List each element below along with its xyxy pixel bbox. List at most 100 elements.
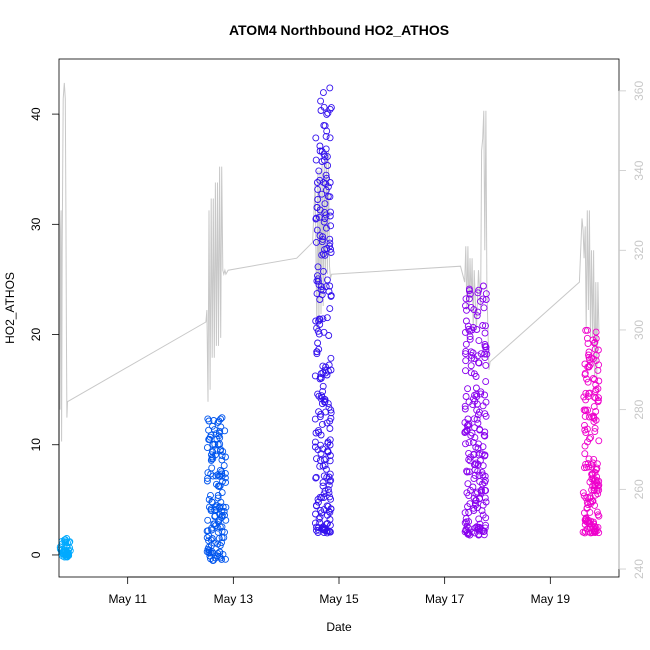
data-point-flight-4 <box>479 511 487 519</box>
data-point-flight-3 <box>324 486 332 494</box>
data-point-flight-3 <box>320 218 328 226</box>
data-point-flight-3 <box>323 419 331 427</box>
data-point-flight-5 <box>593 460 601 468</box>
data-point-flight-2 <box>215 417 223 425</box>
data-point-flight-4 <box>463 468 471 476</box>
data-point-flight-3 <box>323 276 331 284</box>
secondary-series-line-group <box>59 82 600 442</box>
data-point-flight-5 <box>591 338 599 346</box>
data-point-flight-5 <box>592 381 600 389</box>
data-point-flight-2 <box>216 466 224 474</box>
data-point-flight-1 <box>62 538 70 546</box>
data-point-flight-3 <box>326 425 334 432</box>
data-point-flight-5 <box>595 437 603 445</box>
x-tick-label: May 15 <box>319 592 359 606</box>
data-point-flight-3 <box>324 162 332 169</box>
left-tick-label: 0 <box>29 551 43 558</box>
data-point-flight-3 <box>322 145 330 153</box>
data-point-flight-4 <box>462 440 469 448</box>
data-point-flight-3 <box>314 446 322 454</box>
data-point-flight-2 <box>222 478 230 486</box>
data-point-flight-3 <box>313 290 321 298</box>
data-point-flight-3 <box>315 317 323 325</box>
data-point-flight-3 <box>312 510 319 518</box>
data-point-flight-5 <box>590 403 598 411</box>
data-point-flight-2 <box>218 452 226 460</box>
data-point-flight-3 <box>315 281 323 289</box>
data-point-flight-4 <box>464 385 472 393</box>
data-point-flight-2 <box>215 483 223 490</box>
data-point-flight-3 <box>327 354 335 362</box>
data-point-flight-5 <box>584 393 592 401</box>
data-point-flight-4 <box>464 530 472 538</box>
data-point-flight-3 <box>322 186 330 194</box>
data-point-flight-5 <box>584 438 591 446</box>
data-point-flight-4 <box>465 325 473 333</box>
data-point-flight-5 <box>589 374 597 382</box>
data-point-flight-5 <box>581 529 589 537</box>
data-point-flight-5 <box>584 460 592 468</box>
data-point-flight-4 <box>473 415 481 423</box>
data-point-flight-4 <box>465 439 473 447</box>
data-point-flight-2 <box>217 423 225 431</box>
data-point-flight-3 <box>322 369 330 377</box>
data-point-flight-2 <box>216 427 224 435</box>
data-point-flight-5 <box>593 508 601 516</box>
data-point-flight-2 <box>218 539 225 547</box>
data-point-flight-5 <box>583 334 591 342</box>
data-point-flight-4 <box>481 343 489 350</box>
data-point-flight-4 <box>482 322 489 330</box>
data-point-flight-3 <box>321 396 329 403</box>
data-point-flight-5 <box>588 475 596 483</box>
data-point-flight-3 <box>323 110 331 118</box>
data-point-flight-4 <box>461 519 469 527</box>
data-point-flight-4 <box>482 412 490 420</box>
data-point-flight-3 <box>311 415 319 423</box>
data-point-flight-3 <box>324 109 332 117</box>
data-point-flight-4 <box>462 340 470 348</box>
data-point-flight-3 <box>321 215 329 222</box>
data-point-flight-4 <box>479 443 487 451</box>
left-tick-label: 10 <box>29 438 43 452</box>
data-point-flight-4 <box>472 497 480 504</box>
data-point-flight-3 <box>327 292 335 300</box>
data-point-flight-4 <box>479 471 487 479</box>
data-point-flight-2 <box>207 491 214 499</box>
data-point-flight-3 <box>323 527 330 535</box>
data-point-flight-2 <box>218 456 226 464</box>
data-point-flight-4 <box>481 391 489 399</box>
data-point-flight-5 <box>589 412 597 420</box>
data-point-flight-2 <box>203 548 211 556</box>
data-point-flight-2 <box>214 494 222 502</box>
data-point-flight-2 <box>214 528 222 536</box>
data-point-flight-4 <box>461 509 469 517</box>
data-point-flight-3 <box>326 193 334 201</box>
data-point-flight-4 <box>470 450 478 458</box>
data-point-flight-5 <box>582 463 590 471</box>
data-point-flight-3 <box>326 105 334 113</box>
data-point-flight-3 <box>315 428 323 436</box>
data-point-flight-3 <box>322 132 330 140</box>
data-point-flight-5 <box>585 362 593 370</box>
data-point-flight-3 <box>319 445 327 453</box>
data-point-flight-3 <box>314 524 322 531</box>
data-point-flight-3 <box>318 291 326 299</box>
data-point-flight-2 <box>209 556 217 564</box>
data-point-flight-3 <box>326 508 334 516</box>
data-point-flight-3 <box>326 436 334 444</box>
data-point-flight-3 <box>319 362 327 370</box>
chart-title: ATOM4 Northbound HO2_ATHOS <box>229 22 449 38</box>
data-point-flight-5 <box>586 389 594 397</box>
data-point-flight-3 <box>312 238 320 246</box>
data-point-flight-4 <box>476 457 484 464</box>
data-point-flight-3 <box>321 246 328 254</box>
data-point-flight-3 <box>311 438 319 446</box>
data-point-flight-4 <box>465 492 473 500</box>
data-point-flight-2 <box>215 534 223 542</box>
data-point-flight-2 <box>216 552 223 560</box>
data-point-flight-5 <box>588 413 596 421</box>
data-point-flight-2 <box>221 427 229 435</box>
x-tick-label: May 11 <box>108 592 147 606</box>
data-point-flight-5 <box>580 492 588 500</box>
